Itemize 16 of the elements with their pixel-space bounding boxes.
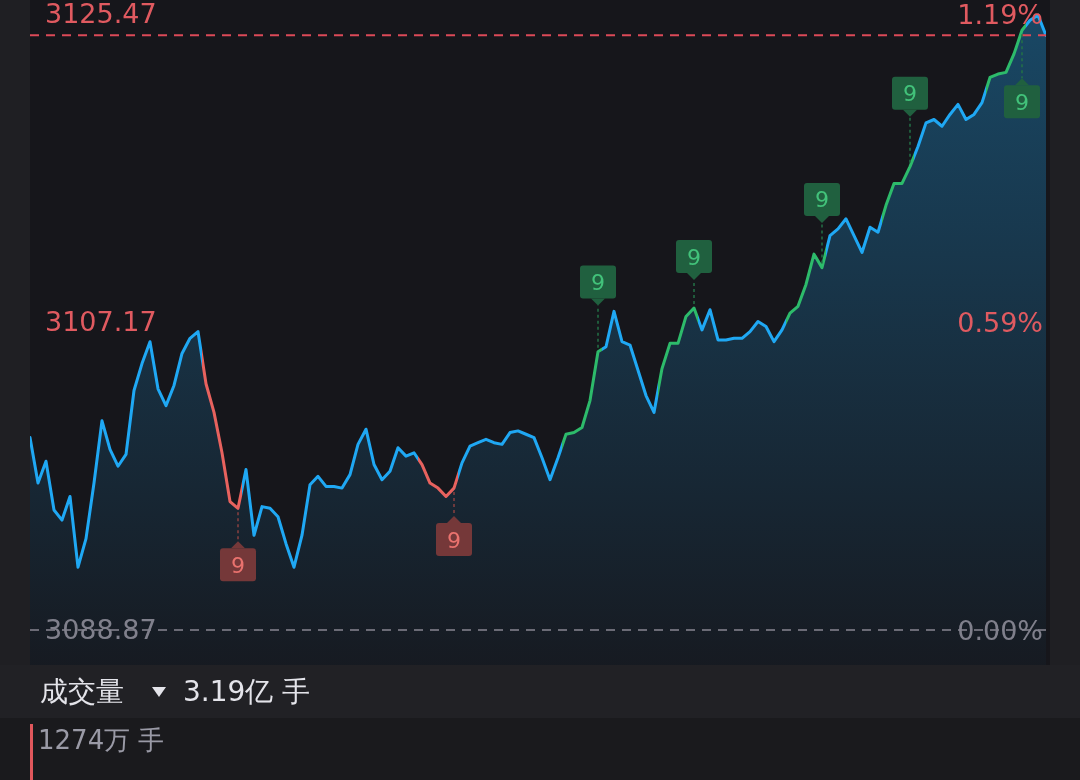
annotation: 9 xyxy=(231,552,245,578)
annotation: 9 xyxy=(1015,89,1029,115)
y2-tick-label: 0.00% xyxy=(957,614,1043,646)
text: 1274万 手 xyxy=(38,724,165,755)
text: 成交量 xyxy=(40,674,124,708)
annotation: 9 xyxy=(687,244,701,270)
y-tick-label: 3088.87 xyxy=(45,614,157,646)
annotation: 9 xyxy=(591,269,605,295)
annotation: 9 xyxy=(903,81,917,107)
annotation: 9 xyxy=(815,187,829,213)
y-tick-label: 3107.17 xyxy=(45,306,157,338)
y2-tick-label: 0.59% xyxy=(957,306,1043,338)
y2-tick-label: 1.19% xyxy=(957,0,1043,30)
annotation: 9 xyxy=(447,527,461,553)
text: 3.19亿 手 xyxy=(183,674,311,708)
y-tick-label: 3125.47 xyxy=(45,0,157,30)
